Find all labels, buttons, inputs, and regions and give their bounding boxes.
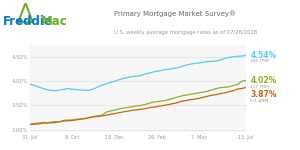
Text: U.S. weekly average mortgage rates as of 07/26/2018: U.S. weekly average mortgage rates as of… xyxy=(114,30,257,35)
Text: Mac: Mac xyxy=(40,15,67,28)
Text: 5/1 ARM: 5/1 ARM xyxy=(250,99,268,103)
Text: 30Y FRM: 30Y FRM xyxy=(250,59,269,63)
Text: Primary Mortgage Market Survey®: Primary Mortgage Market Survey® xyxy=(114,11,236,17)
Text: 4.02%: 4.02% xyxy=(250,76,277,85)
Text: 15Y FRM: 15Y FRM xyxy=(250,85,269,88)
Text: 3.87%: 3.87% xyxy=(250,90,277,99)
Text: Freddie: Freddie xyxy=(3,15,53,28)
Text: 4.54%: 4.54% xyxy=(250,51,276,60)
